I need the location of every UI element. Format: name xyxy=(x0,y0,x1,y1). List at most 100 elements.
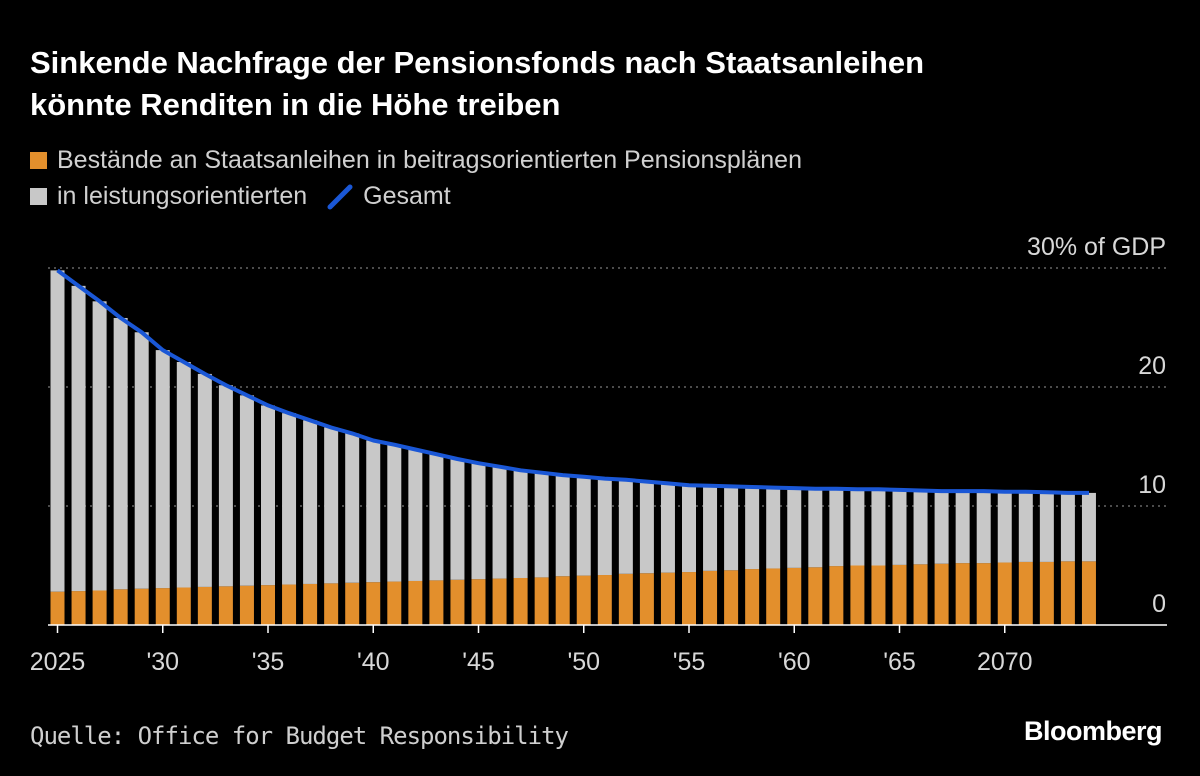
bar-db xyxy=(997,491,1012,563)
chart-title: Sinkende Nachfrage der Pensionsfonds nac… xyxy=(30,42,1180,126)
bar-db xyxy=(113,317,128,590)
bar-db xyxy=(955,491,970,564)
y-tick-label: 10 xyxy=(1138,471,1166,499)
bar-dc xyxy=(134,588,149,625)
x-tick-label: '50 xyxy=(567,648,600,676)
bar-dc xyxy=(871,565,886,625)
bar-dc xyxy=(324,583,339,625)
bar-db xyxy=(555,475,570,577)
bar-db xyxy=(618,479,633,574)
legend-label-total: Gesamt xyxy=(363,182,451,210)
legend-line-icon xyxy=(327,184,353,209)
bar-dc xyxy=(345,582,360,625)
bar-dc xyxy=(408,580,423,625)
x-tick-label: '40 xyxy=(357,648,390,676)
bar-dc xyxy=(1039,561,1054,625)
y-tick-label: 30% of GDP xyxy=(1027,233,1166,261)
x-tick-label: '35 xyxy=(252,648,285,676)
bar-db xyxy=(1018,491,1033,562)
bar-dc xyxy=(724,570,739,625)
bar-dc xyxy=(282,584,297,625)
bar-dc xyxy=(513,577,528,625)
bar-dc xyxy=(808,567,823,625)
bar-dc xyxy=(934,563,949,625)
bar-db xyxy=(282,413,297,585)
bar-db xyxy=(176,362,191,588)
bar-db xyxy=(660,483,675,573)
bar-db xyxy=(155,350,170,589)
bar-dc xyxy=(892,564,907,625)
bar-db xyxy=(934,491,949,564)
bar-dc xyxy=(955,563,970,625)
bar-dc xyxy=(50,591,65,625)
bar-db xyxy=(745,486,760,570)
chart-title-line-1: Sinkende Nachfrage der Pensionsfonds nac… xyxy=(30,45,925,80)
bar-db xyxy=(92,301,107,591)
bar-db xyxy=(682,485,696,573)
legend-label-db: in leistungsorientierten xyxy=(57,182,308,210)
bar-db xyxy=(471,463,486,580)
bar-db xyxy=(976,491,991,564)
bar-dc xyxy=(471,579,486,625)
legend-swatch-db xyxy=(30,188,47,205)
bar-db xyxy=(197,373,212,587)
x-tick-label: 2070 xyxy=(977,648,1033,676)
bar-dc xyxy=(913,564,928,625)
bar-db xyxy=(1060,492,1075,562)
bar-db xyxy=(1081,492,1096,562)
bar-dc xyxy=(492,578,507,625)
x-tick-label: '55 xyxy=(673,648,706,676)
bar-db xyxy=(408,449,423,581)
bar-dc xyxy=(976,563,991,625)
bar-db xyxy=(766,487,781,569)
bar-db xyxy=(134,332,149,589)
bar-dc xyxy=(261,585,275,625)
bar-db xyxy=(218,385,233,587)
bar-db xyxy=(703,485,718,571)
bar-db xyxy=(387,444,402,582)
bar-db xyxy=(1039,492,1054,562)
bar-db xyxy=(913,490,928,565)
bar-db xyxy=(808,488,823,568)
bar-dc xyxy=(682,572,696,625)
bar-db xyxy=(639,481,654,574)
chart-title-line-2: könnte Renditen in die Höhe treiben xyxy=(30,87,561,122)
bar-db xyxy=(345,433,360,583)
bar-dc xyxy=(576,575,591,625)
legend-row-2: in leistungsorientierten Gesamt xyxy=(30,182,451,211)
bar-dc xyxy=(787,567,802,625)
y-tick-label: 20 xyxy=(1138,352,1166,380)
bar-dc xyxy=(366,582,381,625)
bar-dc xyxy=(1018,561,1033,625)
bar-db xyxy=(50,270,65,592)
x-tick-label: '65 xyxy=(883,648,916,676)
bar-dc xyxy=(597,575,612,625)
bar-dc xyxy=(303,583,318,625)
bar-dc xyxy=(71,591,86,625)
bar-dc xyxy=(239,585,254,625)
bar-dc xyxy=(766,568,781,625)
bar-db xyxy=(429,454,444,581)
bloomberg-logo: Bloomberg xyxy=(1023,716,1163,746)
bar-db xyxy=(71,285,86,592)
bar-db xyxy=(850,489,865,566)
bar-db xyxy=(597,478,612,576)
bar-dc xyxy=(555,576,570,625)
bar-db xyxy=(450,458,465,580)
bar-db xyxy=(534,472,549,578)
bar-dc xyxy=(197,586,212,625)
bar-db xyxy=(829,488,844,567)
total-line xyxy=(56,268,1089,495)
bar-dc xyxy=(92,590,107,625)
bar-db xyxy=(324,427,339,584)
bar-dc xyxy=(850,565,865,625)
bar-dc xyxy=(997,562,1012,625)
bar-db xyxy=(513,470,528,578)
bar-dc xyxy=(155,588,170,625)
x-tick-label: 2025 xyxy=(30,648,86,676)
bar-db xyxy=(366,440,381,583)
bar-dc xyxy=(1060,561,1075,625)
bar-db xyxy=(724,486,739,571)
bar-db xyxy=(871,489,886,566)
